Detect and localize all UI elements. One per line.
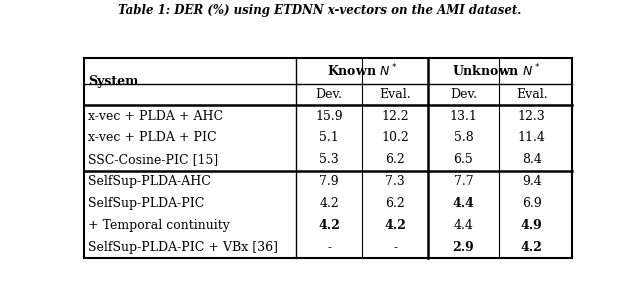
Text: 7.3: 7.3 bbox=[385, 175, 405, 188]
Text: 6.5: 6.5 bbox=[454, 153, 474, 166]
Text: Eval.: Eval. bbox=[380, 88, 411, 101]
Text: 8.4: 8.4 bbox=[522, 153, 541, 166]
Text: 5.8: 5.8 bbox=[454, 131, 474, 145]
Text: Dev.: Dev. bbox=[316, 88, 343, 101]
Text: 11.4: 11.4 bbox=[518, 131, 546, 145]
Text: 6.2: 6.2 bbox=[385, 197, 405, 210]
Text: 5.1: 5.1 bbox=[319, 131, 339, 145]
Text: 4.2: 4.2 bbox=[319, 197, 339, 210]
Text: 4.2: 4.2 bbox=[521, 241, 543, 254]
Text: 4.2: 4.2 bbox=[384, 219, 406, 232]
Text: Table 1: DER (%) using ETDNN x-vectors on the AMI dataset.: Table 1: DER (%) using ETDNN x-vectors o… bbox=[118, 4, 522, 17]
Text: 7.7: 7.7 bbox=[454, 175, 473, 188]
Text: 4.9: 4.9 bbox=[521, 219, 543, 232]
Text: 5.3: 5.3 bbox=[319, 153, 339, 166]
Text: 6.9: 6.9 bbox=[522, 197, 541, 210]
Text: 9.4: 9.4 bbox=[522, 175, 541, 188]
Text: 2.9: 2.9 bbox=[452, 241, 474, 254]
Text: 4.4: 4.4 bbox=[454, 219, 474, 232]
Text: 4.4: 4.4 bbox=[452, 197, 474, 210]
Text: SelfSup-PLDA-PIC + VBx [36]: SelfSup-PLDA-PIC + VBx [36] bbox=[88, 241, 278, 254]
Text: SelfSup-PLDA-PIC: SelfSup-PLDA-PIC bbox=[88, 197, 204, 210]
Text: Dev.: Dev. bbox=[450, 88, 477, 101]
Text: SSC-Cosine-PIC [15]: SSC-Cosine-PIC [15] bbox=[88, 153, 218, 166]
Text: Unknown $N^*$: Unknown $N^*$ bbox=[452, 63, 541, 80]
Text: 10.2: 10.2 bbox=[381, 131, 409, 145]
Text: 13.1: 13.1 bbox=[449, 110, 477, 123]
Text: -: - bbox=[393, 241, 397, 254]
Text: -: - bbox=[327, 241, 332, 254]
Text: 7.9: 7.9 bbox=[319, 175, 339, 188]
Text: 15.9: 15.9 bbox=[316, 110, 343, 123]
Text: + Temporal continuity: + Temporal continuity bbox=[88, 219, 230, 232]
Text: Known $N^*$: Known $N^*$ bbox=[327, 63, 397, 80]
Text: x-vec + PLDA + PIC: x-vec + PLDA + PIC bbox=[88, 131, 216, 145]
Text: 4.2: 4.2 bbox=[318, 219, 340, 232]
Text: 12.3: 12.3 bbox=[518, 110, 546, 123]
Text: 6.2: 6.2 bbox=[385, 153, 405, 166]
Text: 12.2: 12.2 bbox=[381, 110, 409, 123]
Text: Eval.: Eval. bbox=[516, 88, 548, 101]
Text: System: System bbox=[88, 75, 138, 88]
Text: SelfSup-PLDA-AHC: SelfSup-PLDA-AHC bbox=[88, 175, 211, 188]
Text: x-vec + PLDA + AHC: x-vec + PLDA + AHC bbox=[88, 110, 223, 123]
